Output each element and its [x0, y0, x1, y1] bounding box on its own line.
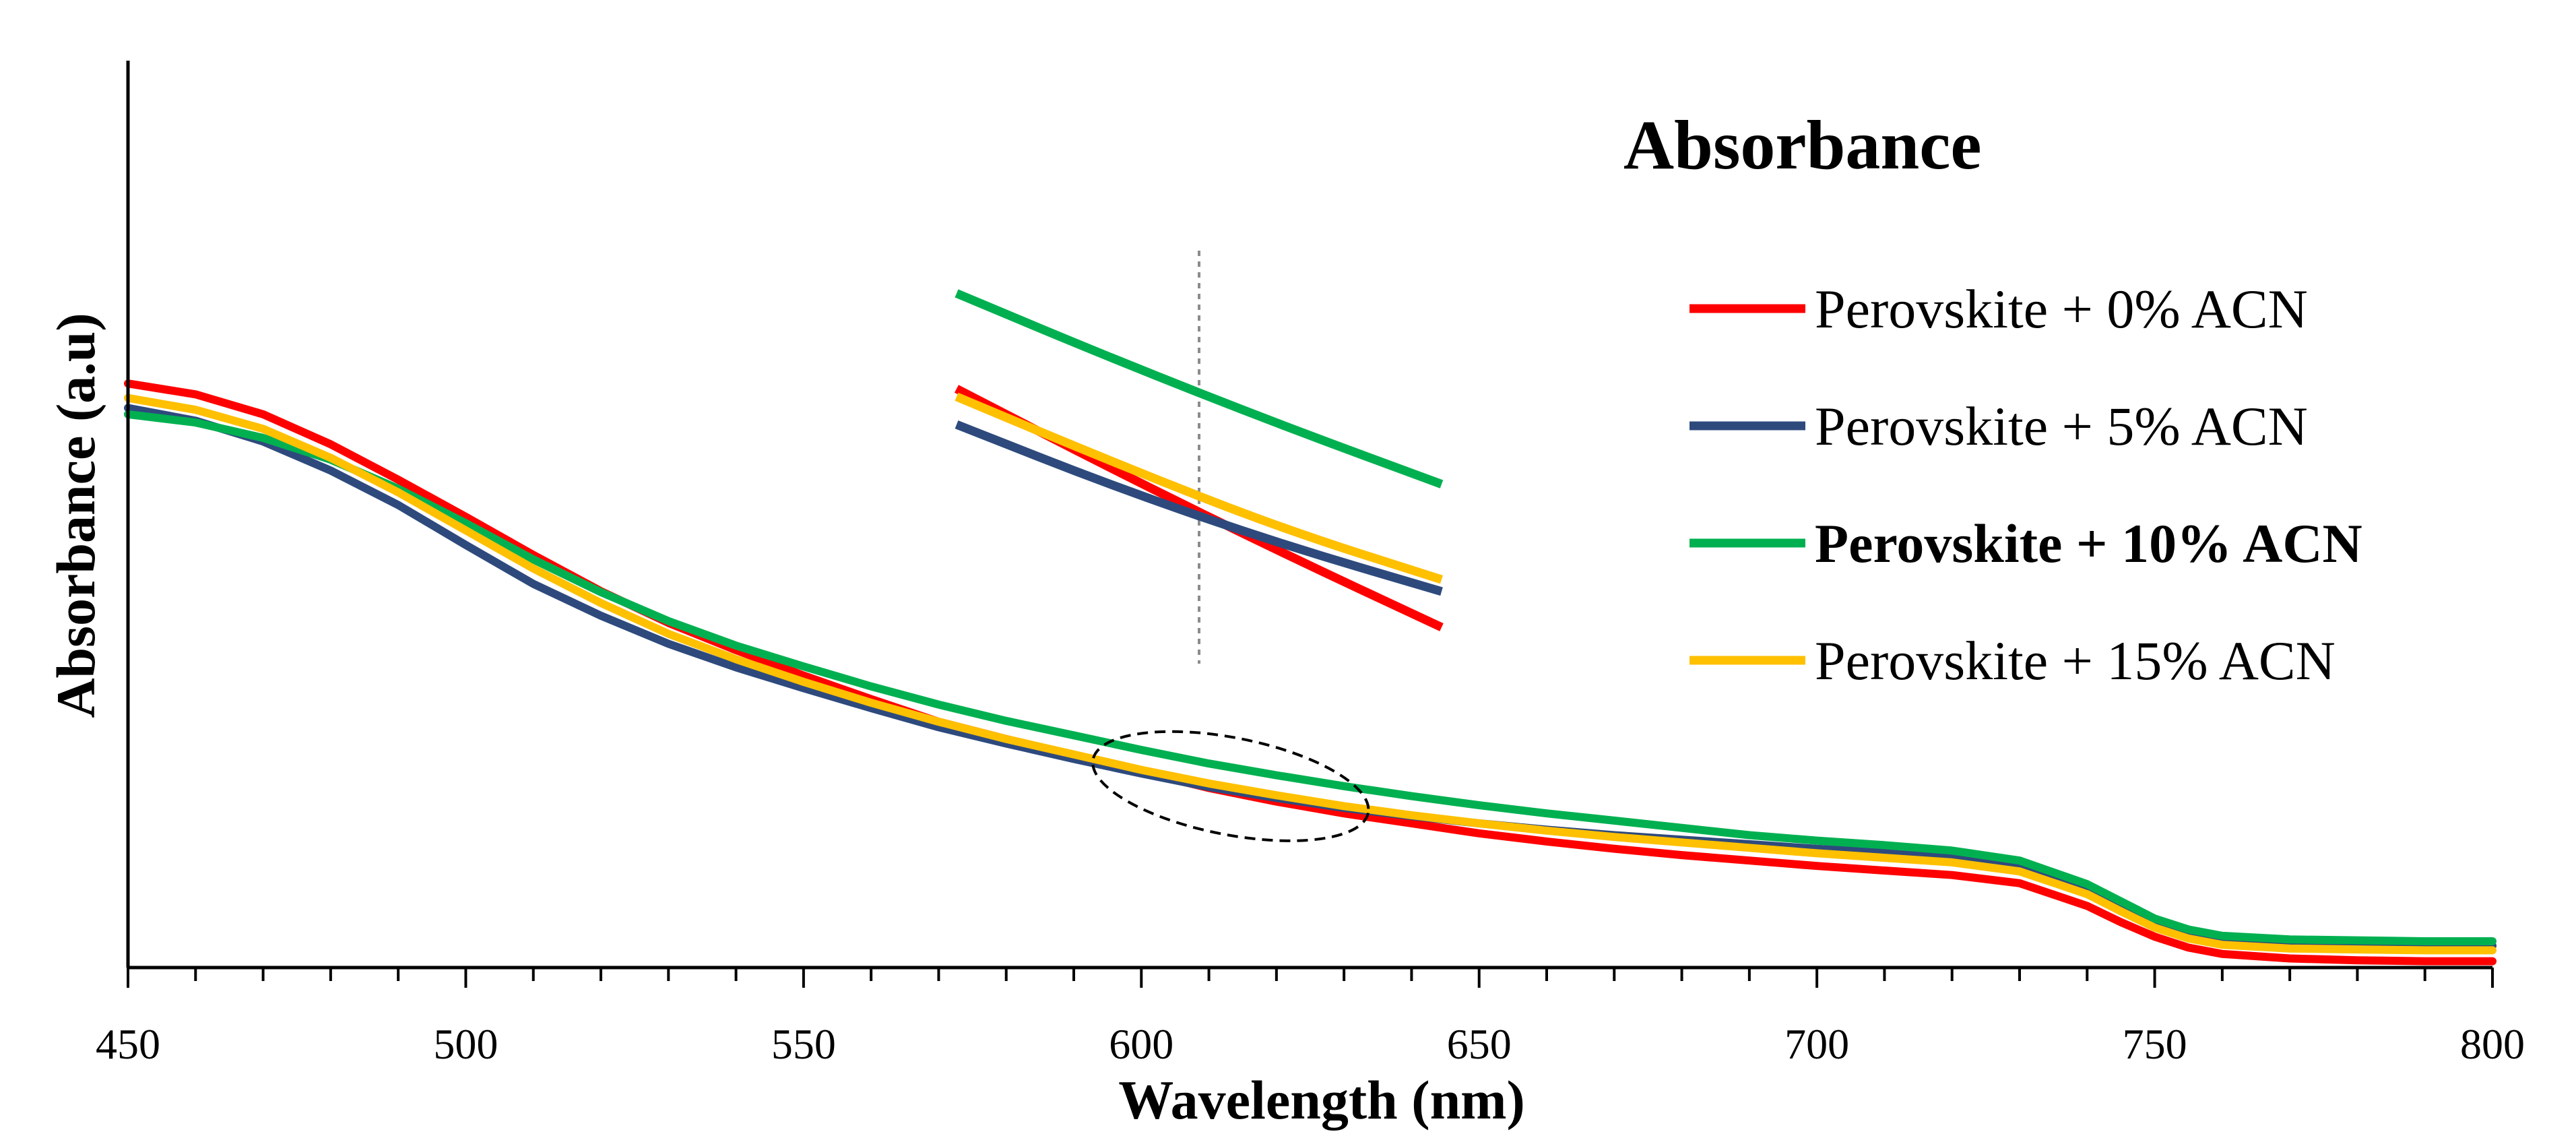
legend-label-perovskite-0-acn: Perovskite + 0% ACN: [1815, 278, 2308, 340]
legend-label-perovskite-5-acn: Perovskite + 5% ACN: [1815, 396, 2308, 457]
x-tick-label: 750: [2123, 1020, 2187, 1068]
x-tick-label: 650: [1447, 1020, 1512, 1068]
legend-label-perovskite-10-acn: Perovskite + 10% ACN: [1815, 513, 2362, 574]
inset-line-perovskite-15-acn: [955, 392, 1443, 584]
inset-line-perovskite-10-acn: [955, 289, 1444, 488]
inset-zoom: [955, 251, 1444, 664]
x-tick-label: 550: [771, 1020, 836, 1068]
x-tick-label: 600: [1109, 1020, 1173, 1068]
legend-title: Absorbance: [1623, 106, 1982, 184]
legend: Absorbance Perovskite + 0% ACN Perovskite …: [1623, 106, 2362, 691]
zoom-region-ellipse: [1091, 730, 1370, 842]
series-line-perovskite-10-acn: [124, 410, 2497, 945]
x-tick-label: 700: [1784, 1020, 1849, 1068]
x-axis-title: Wavelength (nm): [1118, 1069, 1525, 1131]
annotations: [1091, 730, 1370, 842]
inset-line-perovskite-5-acn: [955, 420, 1443, 596]
series-line-perovskite-15-acn: [124, 393, 2497, 955]
legend-label-perovskite-15-acn: Perovskite + 15% ACN: [1815, 630, 2336, 691]
plot-lines: [124, 379, 2497, 966]
axes: 450 500 550 600 650 700 750 800: [96, 61, 2525, 1068]
x-tick-label: 800: [2460, 1020, 2525, 1068]
x-tick-label: 450: [96, 1020, 160, 1068]
y-axis-title: Absorbance (a.u): [45, 313, 106, 718]
x-tick-label: 500: [433, 1020, 498, 1068]
